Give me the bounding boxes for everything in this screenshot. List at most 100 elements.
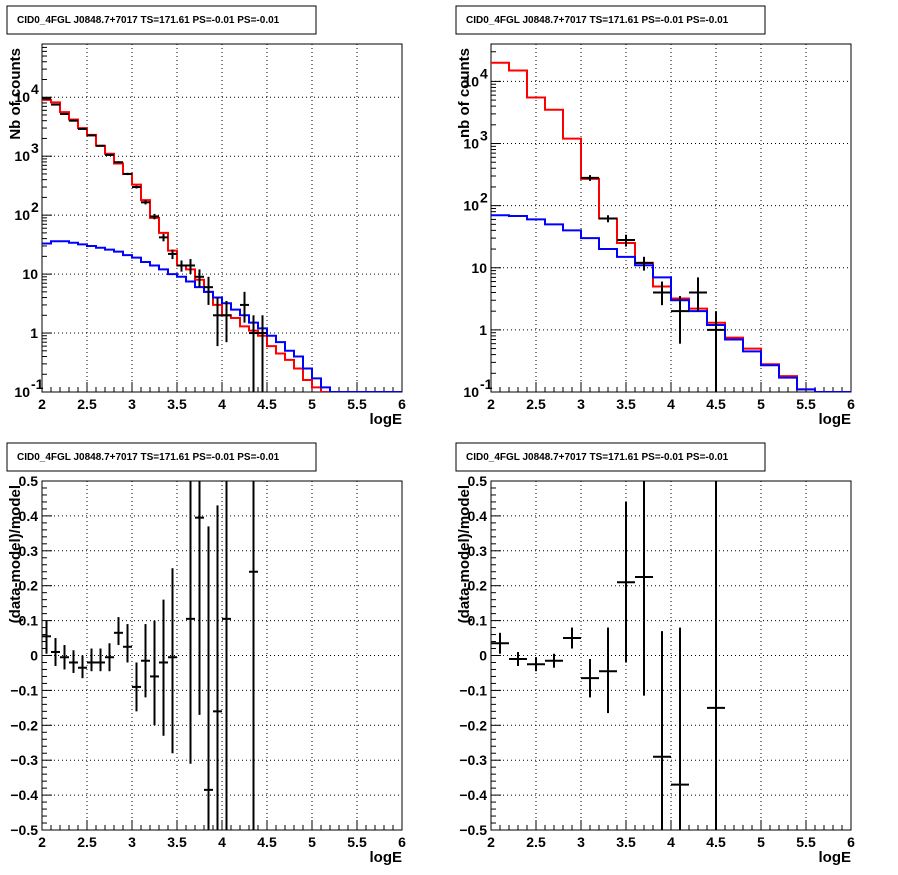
y-tick-label: 10: [14, 384, 30, 400]
model-total-line: [42, 98, 402, 392]
y-tick-exponent: 3: [31, 140, 39, 156]
y-tick-exponent: 2: [31, 199, 39, 215]
chart-panel-4: CID0_4FGL J0848.7+7017 TS=171.61 PS=-0.0…: [455, 442, 855, 866]
x-tick-label: 2: [487, 396, 495, 412]
y-tick-label: 1: [479, 322, 487, 338]
y-tick-label: −0.2: [459, 717, 487, 733]
y-tick-label: 10: [14, 89, 30, 105]
y-tick-label: 0.5: [468, 473, 488, 489]
y-tick-label: 10: [22, 266, 38, 282]
y-axis-label: Nb of counts: [7, 48, 24, 140]
y-tick-label: 0.3: [468, 543, 488, 559]
chart-title: CID0_4FGL J0848.7+7017 TS=171.61 PS=-0.0…: [466, 452, 729, 463]
x-tick-label: 2: [487, 834, 495, 850]
x-tick-label: 5.5: [347, 834, 367, 850]
y-tick-exponent: 4: [31, 81, 39, 97]
x-axis-label: logE: [819, 849, 852, 866]
y-tick-exponent: -1: [31, 376, 44, 392]
y-tick-label: 10: [463, 384, 479, 400]
x-axis-label: logE: [370, 411, 403, 428]
y-tick-label: 0.3: [19, 543, 39, 559]
y-axis-label: (data-model)/model: [7, 485, 24, 623]
y-tick-exponent: 2: [480, 190, 488, 206]
x-tick-label: 3: [128, 834, 136, 850]
x-tick-label: 4.5: [257, 396, 277, 412]
y-tick-label: 10: [463, 136, 479, 152]
x-tick-label: 4: [667, 834, 675, 850]
y-tick-label: −0.5: [459, 822, 487, 838]
x-tick-label: 3.5: [167, 834, 187, 850]
y-tick-label: 10: [14, 207, 30, 223]
y-tick-label: −0.4: [10, 787, 38, 803]
data-layer: [491, 481, 725, 830]
y-tick-label: 0.1: [468, 613, 488, 629]
chart-title-box: [6, 5, 317, 35]
chart-panel-3: CID0_4FGL J0848.7+7017 TS=171.61 PS=-0.0…: [6, 442, 406, 866]
x-tick-label: 3.5: [616, 396, 636, 412]
x-tick-label: 3.5: [167, 396, 187, 412]
x-tick-label: 2.5: [526, 834, 546, 850]
x-axis-label: logE: [370, 849, 403, 866]
y-tick-label: 10: [463, 198, 479, 214]
x-tick-label: 4.5: [706, 396, 726, 412]
x-tick-label: 3: [577, 396, 585, 412]
data-layer: [491, 61, 851, 392]
x-tick-label: 6: [847, 834, 855, 850]
y-tick-label: 10: [463, 73, 479, 89]
x-tick-label: 5: [308, 396, 316, 412]
x-tick-label: 3: [128, 396, 136, 412]
x-tick-label: 4: [218, 396, 226, 412]
data-layer: [42, 481, 258, 830]
y-tick-label: 1: [30, 325, 38, 341]
y-tick-label: 0.5: [19, 473, 39, 489]
y-tick-label: −0.1: [10, 682, 38, 698]
y-tick-label: 0: [30, 648, 38, 664]
chart-title: CID0_4FGL J0848.7+7017 TS=171.61 PS=-0.0…: [17, 452, 280, 463]
y-tick-label: 10: [14, 148, 30, 164]
y-axis-label: (data-model)/model: [456, 485, 473, 623]
chart-title: CID0_4FGL J0848.7+7017 TS=171.61 PS=-0.0…: [466, 15, 729, 26]
x-tick-label: 5.5: [796, 834, 816, 850]
data-layer: [42, 97, 402, 392]
y-tick-label: 0.4: [468, 508, 488, 524]
y-tick-label: −0.3: [10, 752, 38, 768]
x-tick-label: 2: [38, 396, 46, 412]
x-tick-label: 4.5: [257, 834, 277, 850]
x-tick-label: 6: [847, 396, 855, 412]
y-tick-label: −0.4: [459, 787, 487, 803]
model-component-line: [491, 214, 851, 392]
x-tick-label: 2: [38, 834, 46, 850]
y-tick-exponent: -1: [480, 376, 493, 392]
y-tick-label: 0.2: [468, 578, 488, 594]
x-tick-label: 5.5: [796, 396, 816, 412]
x-tick-label: 5: [757, 396, 765, 412]
x-tick-label: 5.5: [347, 396, 367, 412]
chart-title: CID0_4FGL J0848.7+7017 TS=171.61 PS=-0.0…: [17, 15, 280, 26]
y-tick-exponent: 4: [480, 65, 488, 81]
y-tick-label: −0.5: [10, 822, 38, 838]
y-tick-label: −0.3: [459, 752, 487, 768]
x-tick-label: 2.5: [77, 396, 97, 412]
x-tick-label: 4.5: [706, 834, 726, 850]
chart-panel-2: CID0_4FGL J0848.7+7017 TS=171.61 PS=-0.0…: [455, 5, 855, 428]
chart-title-box: [455, 442, 766, 472]
y-tick-label: 0.1: [19, 613, 39, 629]
x-tick-label: 6: [398, 834, 406, 850]
x-axis-label: logE: [819, 411, 852, 428]
x-tick-label: 2.5: [77, 834, 97, 850]
x-tick-label: 2.5: [526, 396, 546, 412]
x-tick-label: 4: [667, 396, 675, 412]
y-axis-label: nb of counts: [456, 48, 473, 138]
x-tick-label: 3.5: [616, 834, 636, 850]
chart-title-box: [455, 5, 766, 35]
y-tick-label: 10: [471, 260, 487, 276]
x-tick-label: 5: [308, 834, 316, 850]
y-tick-label: 0: [479, 648, 487, 664]
x-tick-label: 3: [577, 834, 585, 850]
chart-title-box: [6, 442, 317, 472]
y-tick-exponent: 3: [480, 128, 488, 144]
chart-panel-1: CID0_4FGL J0848.7+7017 TS=171.61 PS=-0.0…: [6, 5, 406, 428]
y-tick-label: 0.4: [19, 508, 39, 524]
x-tick-label: 5: [757, 834, 765, 850]
